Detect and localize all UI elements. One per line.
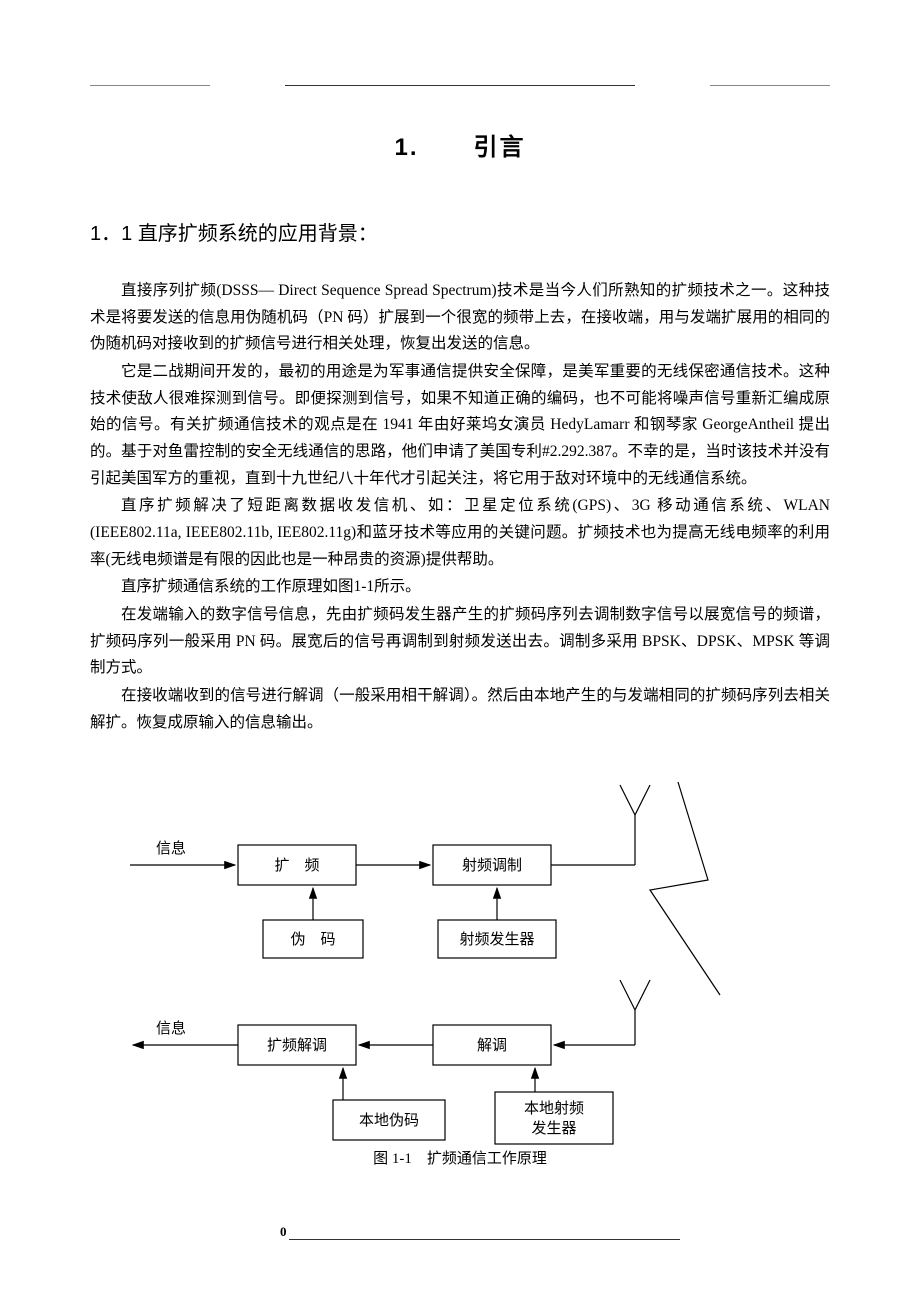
txt-localpn: 本地伪码 (359, 1112, 419, 1129)
txt-localrfgen2: 发生器 (531, 1120, 576, 1137)
page-footer: 0 (280, 1224, 680, 1240)
rule-left (90, 85, 210, 86)
section-title: 1．1 直序扩频系统的应用背景： (90, 217, 830, 246)
header-divider (0, 85, 920, 86)
label-info-bottom: 信息 (156, 1020, 186, 1037)
chapter-number: 1. (394, 134, 418, 162)
paragraph-4: 直序扩频通信系统的工作原理如图1-1所示。 (90, 574, 830, 601)
txt-pncode: 伪 码 (290, 931, 335, 948)
rule-middle (285, 85, 635, 86)
txt-demod: 解调 (477, 1037, 507, 1054)
chapter-title-text: 引言 (474, 134, 526, 161)
paragraph-1: 直接序列扩频(DSSS― Direct Sequence Spread Spec… (90, 278, 830, 358)
section-title-text: 直序扩频系统的应用背景： (138, 223, 378, 245)
txt-spread: 扩 频 (274, 857, 319, 874)
page-number: 0 (280, 1224, 287, 1240)
label-info-top: 信息 (156, 840, 186, 857)
paragraph-5: 在发端输入的数字信号信息，先由扩频码发生器产生的扩频码序列去调制数字信号以展宽信… (90, 602, 830, 682)
chapter-title: 1. 引言 (90, 127, 830, 162)
rule-right (710, 85, 830, 86)
txt-despread: 扩频解调 (267, 1037, 327, 1054)
footer-rule (289, 1239, 681, 1240)
txt-localrfgen1: 本地射频 (524, 1100, 584, 1117)
txt-rfgen: 射频发生器 (459, 931, 534, 948)
paragraph-6: 在接收端收到的信号进行解调（一般采用相干解调）。然后由本地产生的与发端相同的扩频… (90, 683, 830, 736)
paragraph-2: 它是二战期间开发的，最初的用途是为军事通信提供安全保障，是美军重要的无线保密通信… (90, 359, 830, 492)
figure-caption: 图 1-1 扩频通信工作原理 (90, 1147, 830, 1168)
page-content: 1. 引言 1．1 直序扩频系统的应用背景： 直接序列扩频(DSSS― Direc… (90, 115, 830, 737)
section-number: 1．1 (90, 223, 132, 245)
diagram-flowchart: 信息 扩 频 射频调制 伪 码 射频发生器 解调 扩频解调 (90, 780, 830, 1180)
paragraph-3: 直序扩频解决了短距离数据收发信机、如：卫星定位系统(GPS)、3G 移动通信系统… (90, 493, 830, 573)
txt-rfmod: 射频调制 (462, 857, 522, 874)
